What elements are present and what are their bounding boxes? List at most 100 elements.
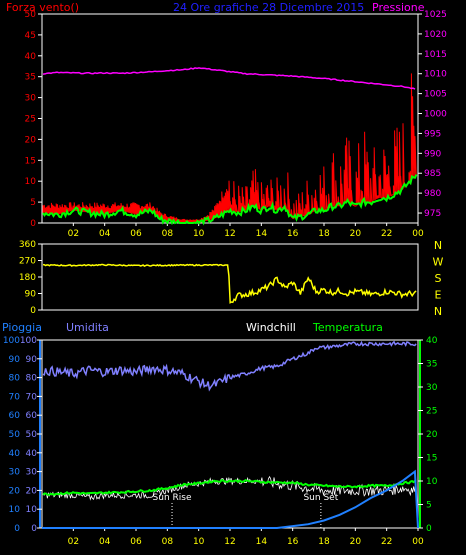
wind-x-tick-8: 18 bbox=[318, 229, 330, 239]
direction-y-tick-0: 0 bbox=[30, 306, 36, 316]
humidity-y-tick-0: 0 bbox=[31, 524, 37, 534]
rain-y-tick-2: 20 bbox=[9, 486, 21, 496]
temperature-y-tick-0: 0 bbox=[426, 524, 432, 534]
compass-label-2: S bbox=[435, 272, 442, 285]
compass-label-4: N bbox=[434, 305, 442, 318]
humidity-x-tick-1: 04 bbox=[99, 537, 111, 547]
rain-series bbox=[42, 469, 419, 529]
humidity-series bbox=[42, 340, 417, 392]
wind-y-tick-1: 5 bbox=[30, 198, 36, 208]
humidity-x-tick-4: 10 bbox=[193, 537, 205, 547]
temperature-y-tick-8: 40 bbox=[426, 336, 438, 346]
rain-y-tick-7: 70 bbox=[9, 392, 21, 402]
wind-x-tick-6: 14 bbox=[256, 229, 268, 239]
wind-y-tick-4: 20 bbox=[25, 135, 37, 145]
temperature-y-tick-3: 15 bbox=[426, 454, 437, 464]
humidity-y-tick-2: 20 bbox=[26, 486, 38, 496]
pressure-y-tick-3: 990 bbox=[424, 149, 441, 159]
sun-marker-label-1: Sun Set bbox=[303, 493, 338, 503]
pressure-y-tick-4: 995 bbox=[424, 129, 441, 139]
humidity-x-tick-7: 16 bbox=[287, 537, 299, 547]
wind-axis-title: Forza vento() bbox=[6, 1, 79, 14]
humidity-y-tick-1: 10 bbox=[26, 505, 38, 515]
humidity-y-tick-5: 50 bbox=[26, 430, 38, 440]
direction-y-tick-2: 180 bbox=[19, 273, 36, 283]
pressure-series bbox=[42, 67, 416, 90]
pressure-y-tick-5: 1000 bbox=[424, 110, 447, 120]
wind-x-tick-11: 00 bbox=[412, 229, 424, 239]
humidity-x-tick-6: 14 bbox=[256, 537, 268, 547]
rain-y-tick-9: 90 bbox=[9, 355, 21, 365]
wind-y-tick-8: 40 bbox=[25, 52, 37, 62]
humidity-y-tick-3: 30 bbox=[26, 468, 38, 478]
humidity-y-tick-6: 60 bbox=[26, 411, 38, 421]
humidity-y-tick-9: 90 bbox=[26, 355, 38, 365]
wind-x-tick-10: 22 bbox=[381, 229, 392, 239]
wind-x-tick-7: 16 bbox=[287, 229, 299, 239]
rain-y-tick-10: 100 bbox=[3, 336, 20, 346]
temperature-y-tick-2: 10 bbox=[426, 477, 438, 487]
humidity-x-tick-5: 12 bbox=[224, 537, 235, 547]
compass-label-0: N bbox=[434, 239, 442, 252]
rain-y-tick-1: 10 bbox=[9, 505, 21, 515]
compass-label-3: E bbox=[435, 289, 442, 302]
wind-y-tick-7: 35 bbox=[25, 73, 36, 83]
humidity-x-tick-2: 06 bbox=[130, 537, 142, 547]
wind-y-tick-2: 10 bbox=[25, 177, 37, 187]
humidity-x-tick-9: 20 bbox=[350, 537, 362, 547]
pressure-y-tick-7: 1010 bbox=[424, 70, 447, 80]
wind-y-tick-3: 15 bbox=[25, 156, 36, 166]
wind-average-series bbox=[42, 174, 418, 226]
rain-y-tick-0: 0 bbox=[14, 524, 20, 534]
chart-title: 24 Ore grafiche 28 Dicembre 2015 bbox=[173, 1, 364, 14]
pressure-axis-title: Pressione bbox=[372, 1, 425, 14]
sun-marker-label-0: Sun Rise bbox=[153, 493, 192, 503]
direction-series bbox=[42, 263, 417, 304]
humidity-x-tick-8: 18 bbox=[318, 537, 330, 547]
humidity-legend: Umidita bbox=[66, 321, 109, 334]
temperature-y-tick-5: 25 bbox=[426, 407, 437, 417]
windchill-legend: Windchill bbox=[246, 321, 296, 334]
compass-label-1: W bbox=[433, 256, 444, 269]
wind-y-tick-10: 50 bbox=[25, 10, 37, 20]
pressure-y-tick-0: 975 bbox=[424, 209, 441, 219]
wind-x-tick-5: 12 bbox=[224, 229, 235, 239]
pressure-y-tick-10: 1025 bbox=[424, 10, 447, 20]
pressure-y-tick-9: 1020 bbox=[424, 30, 447, 40]
wind-y-tick-5: 25 bbox=[25, 115, 36, 125]
humidity-y-tick-8: 80 bbox=[26, 374, 38, 384]
direction-y-tick-1: 90 bbox=[25, 290, 37, 300]
rain-y-tick-4: 40 bbox=[9, 449, 21, 459]
wind-x-tick-2: 06 bbox=[130, 229, 142, 239]
humidity-y-tick-4: 40 bbox=[26, 449, 38, 459]
humidity-y-tick-10: 100 bbox=[20, 336, 37, 346]
temperature-y-tick-6: 30 bbox=[426, 383, 438, 393]
pressure-y-tick-1: 980 bbox=[424, 189, 441, 199]
humidity-x-tick-10: 22 bbox=[381, 537, 392, 547]
wind-x-tick-0: 02 bbox=[68, 229, 79, 239]
direction-y-tick-3: 270 bbox=[19, 257, 36, 267]
temperature-series bbox=[42, 478, 417, 496]
rain-y-tick-8: 80 bbox=[9, 374, 21, 384]
temperature-y-tick-1: 5 bbox=[426, 501, 432, 511]
rain-y-tick-3: 30 bbox=[9, 468, 21, 478]
humidity-x-tick-11: 00 bbox=[412, 537, 424, 547]
wind-pressure-chart: 0510152025303540455097598098599099510001… bbox=[25, 10, 448, 239]
wind-x-tick-3: 08 bbox=[162, 229, 174, 239]
wind-y-tick-9: 45 bbox=[25, 31, 36, 41]
humidity-x-tick-0: 02 bbox=[68, 537, 79, 547]
rain-y-tick-5: 50 bbox=[9, 430, 21, 440]
gust-series bbox=[42, 73, 417, 224]
pressure-y-tick-2: 985 bbox=[424, 169, 441, 179]
wind-x-tick-1: 04 bbox=[99, 229, 111, 239]
wind-y-tick-0: 0 bbox=[30, 219, 36, 229]
pressure-y-tick-6: 1005 bbox=[424, 90, 447, 100]
rain-y-tick-6: 60 bbox=[9, 411, 21, 421]
pressure-y-tick-8: 1015 bbox=[424, 50, 447, 60]
humidity-y-tick-7: 70 bbox=[26, 392, 38, 402]
direction-y-tick-4: 360 bbox=[19, 240, 36, 250]
wind-x-tick-4: 10 bbox=[193, 229, 205, 239]
